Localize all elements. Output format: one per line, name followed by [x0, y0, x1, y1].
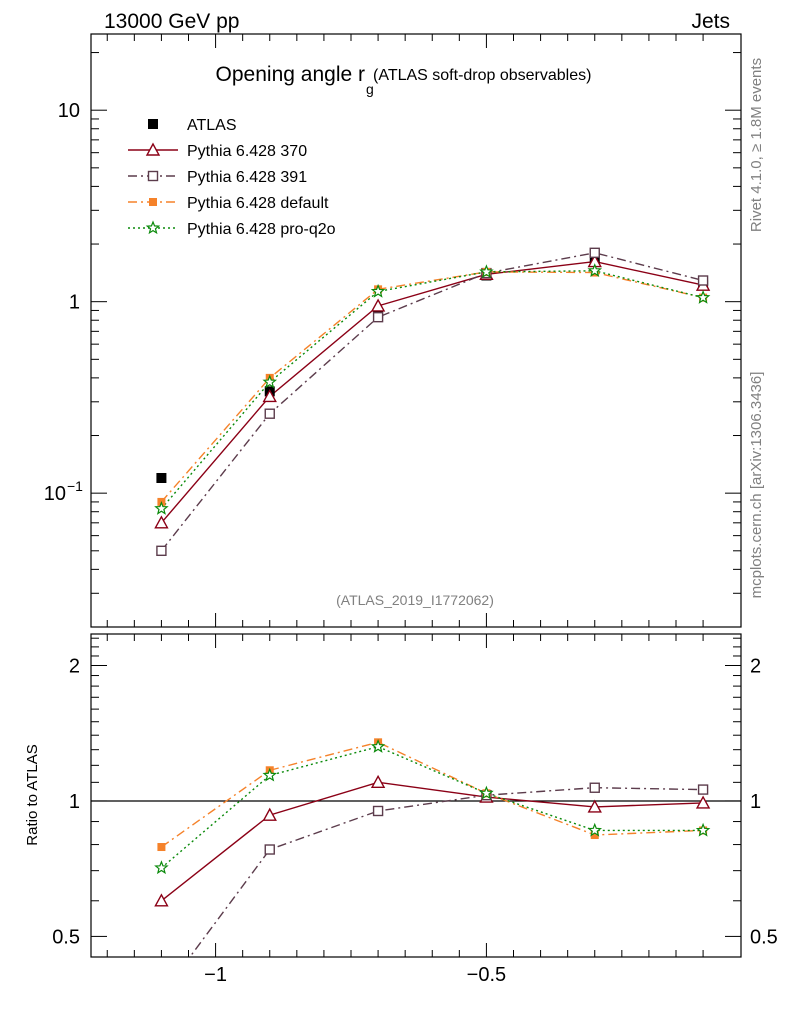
series-marker — [262, 388, 277, 403]
x-axis-tick-labels: −1 −0.5 — [204, 964, 506, 986]
ratio-series-marker — [154, 860, 169, 875]
ratio-series-marker — [479, 785, 494, 800]
y-tick-label: 1 — [69, 292, 80, 314]
series-marker — [370, 283, 386, 298]
chart-subtitle: (ATLAS soft-drop observables) — [373, 67, 591, 84]
ratio-series-marker — [372, 805, 384, 817]
source-label: mcplots.cern.ch [arXiv:1306.3436] — [748, 372, 765, 599]
ratio-series-marker — [370, 739, 386, 753]
legend-marker — [145, 142, 161, 156]
legend-marker-atlas — [148, 119, 158, 129]
ratio-series-marker — [262, 807, 277, 821]
x-tick-label: −0.5 — [467, 964, 506, 986]
y-tick-label-exponent: −1 — [67, 478, 83, 494]
ratio-series-marker — [590, 831, 599, 840]
chart-title: Opening angle r — [216, 63, 365, 86]
ratio-series-marker — [587, 799, 602, 813]
legend: ATLAS Pythia 6.428 370 Pythia 6.428 391 Pyt… — [128, 117, 336, 238]
ratio-y-tick-label: 1 — [69, 791, 80, 813]
legend-marker — [149, 198, 157, 206]
ratio-y-tick-label-right: 0.5 — [750, 926, 778, 948]
ratio-series-marker — [695, 795, 711, 809]
series-marker — [589, 247, 600, 258]
rivet-label: Rivet 4.1.0, ≥ 1.8M events — [748, 58, 765, 232]
ratio-y-tick-label-right: 2 — [750, 656, 761, 678]
series-marker — [695, 289, 711, 304]
ratio-series-marker — [695, 822, 711, 837]
ratio-series-marker — [157, 991, 166, 1000]
ratio-panel: 2 2 1 1 0.5 0.5 Ratio to ATLAS — [24, 633, 778, 1000]
y-tick-label: 10 — [58, 100, 80, 122]
ratio-series-marker — [157, 843, 166, 852]
legend-label: Pythia 6.428 370 — [187, 143, 307, 160]
legend-label: Pythia 6.428 391 — [187, 169, 307, 186]
analysis-label: (ATLAS_2019_I1772062) — [336, 592, 494, 608]
series-line — [160, 271, 704, 503]
ratio-series-line — [189, 786, 704, 957]
ratio-series-marker — [154, 893, 169, 907]
ratio-series-line — [160, 741, 704, 848]
ratio-series-group — [91, 738, 741, 1000]
ratio-series-marker — [262, 767, 278, 782]
energy-label: 13000 GeV pp — [104, 10, 239, 33]
legend-marker — [145, 220, 161, 235]
ratio-axis-ticks: 2 2 1 1 0.5 0.5 — [52, 634, 778, 957]
series-marker — [262, 374, 278, 389]
ratio-y-axis-label: Ratio to ATLAS — [24, 744, 41, 845]
ratio-series-marker — [589, 782, 600, 793]
ratio-frame — [90, 633, 742, 958]
series-marker — [370, 298, 386, 312]
ratio-y-tick-label: 0.5 — [52, 926, 80, 948]
series-marker — [154, 515, 169, 529]
ratio-series-marker — [370, 774, 386, 789]
process-label: Jets — [691, 10, 730, 33]
y-tick-label: 10 — [44, 483, 66, 505]
legend-label: Pythia 6.428 default — [187, 195, 329, 212]
ratio-series-marker — [587, 822, 603, 837]
series-marker — [264, 408, 275, 419]
series-marker — [154, 501, 169, 515]
ratio-y-tick-label-right: 1 — [750, 791, 761, 813]
legend-marker — [147, 170, 159, 182]
series-marker — [479, 264, 494, 279]
ratio-series-line — [160, 745, 704, 869]
ratio-series-marker — [697, 784, 709, 795]
legend-label: ATLAS — [187, 117, 237, 134]
main-frame — [90, 33, 742, 628]
x-tick-label: −1 — [204, 964, 227, 986]
series-line — [160, 270, 704, 510]
series-line — [160, 252, 704, 552]
main-series-group — [154, 247, 711, 557]
atlas-data-point — [156, 472, 167, 483]
chart-title-subscript: g — [366, 81, 374, 97]
series-marker — [372, 311, 384, 323]
series-marker — [587, 263, 603, 277]
series-marker — [156, 545, 167, 557]
series-line — [160, 260, 704, 524]
ratio-y-tick-label: 2 — [69, 656, 80, 678]
series-marker — [697, 275, 709, 286]
ratio-series-marker — [264, 844, 275, 855]
legend-label: Pythia 6.428 pro-q2o — [187, 221, 336, 238]
ratio-series-line — [160, 781, 704, 902]
